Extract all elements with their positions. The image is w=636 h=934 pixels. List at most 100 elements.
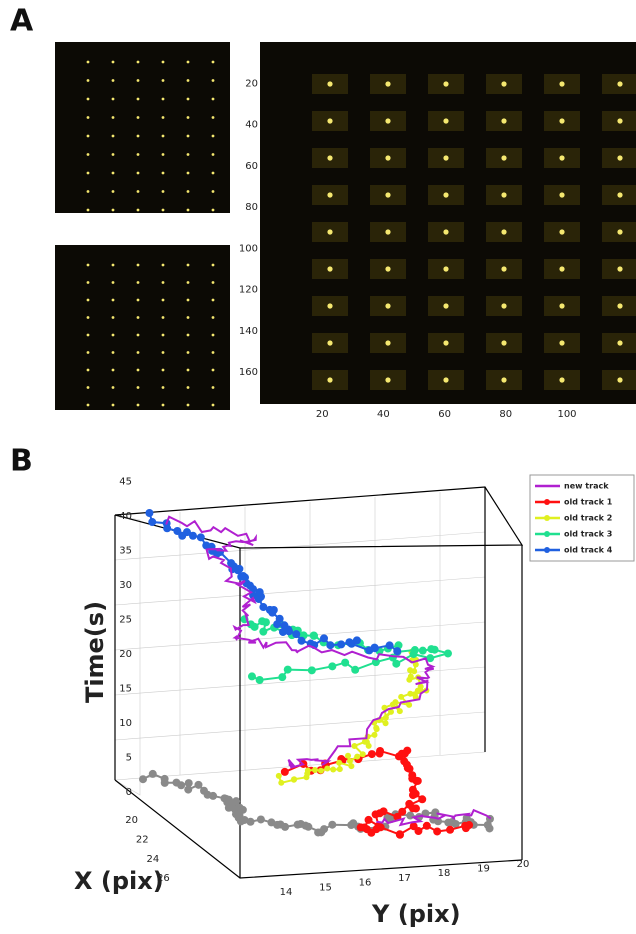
spot — [443, 81, 449, 87]
track-point — [314, 828, 323, 837]
spot — [186, 97, 190, 101]
track-point — [418, 795, 427, 804]
spot — [111, 190, 115, 193]
track-point — [426, 654, 435, 663]
y-tick-label: 14 — [280, 887, 293, 898]
spot — [501, 155, 507, 161]
track-point — [278, 779, 285, 786]
spot — [617, 192, 623, 198]
y-tick-label: 80 — [245, 202, 258, 213]
y-tick-label: 17 — [398, 873, 411, 884]
spot — [86, 263, 90, 267]
spot — [327, 229, 333, 235]
x-tick-label: 26 — [157, 873, 170, 884]
track-point — [283, 665, 292, 674]
track-point — [259, 627, 268, 636]
time-tick-label: 20 — [119, 649, 132, 660]
track-point — [392, 699, 399, 706]
spot — [86, 116, 90, 119]
legend-label: old track 3 — [564, 530, 612, 539]
spot — [186, 298, 190, 302]
track-point — [304, 767, 311, 774]
y-tick-label: 15 — [319, 882, 332, 893]
track-point — [411, 691, 418, 698]
spot — [161, 97, 165, 101]
y-tick-label: 20 — [245, 78, 258, 89]
track-point — [249, 585, 258, 594]
legend-label: old track 1 — [564, 498, 613, 507]
x-tick-label: 22 — [136, 834, 149, 845]
spot — [86, 281, 90, 284]
track-point — [403, 764, 412, 773]
spot — [211, 208, 215, 212]
track-point — [280, 767, 289, 776]
spot — [211, 79, 215, 82]
spot — [559, 303, 565, 309]
spot — [385, 192, 391, 198]
time-tick-label: 40 — [119, 511, 132, 522]
track-point — [351, 665, 360, 674]
spot — [161, 403, 165, 407]
track-point — [326, 641, 335, 650]
spot — [211, 403, 215, 407]
spot — [161, 116, 165, 119]
spot — [385, 81, 391, 87]
track-point — [196, 533, 205, 542]
spot — [136, 333, 140, 337]
track-point — [309, 631, 318, 640]
spot — [111, 116, 115, 119]
spot — [617, 118, 623, 124]
spots — [86, 60, 636, 407]
spot — [86, 298, 90, 302]
y-tick-label: 140 — [239, 326, 258, 337]
spot — [111, 208, 115, 212]
track-point — [173, 526, 182, 535]
track-point — [224, 803, 233, 812]
track-point — [443, 649, 452, 658]
time-tick-label: 35 — [119, 546, 132, 557]
track-point — [346, 757, 353, 764]
spot — [186, 171, 190, 175]
x-tick-label: 40 — [377, 409, 390, 420]
spot — [136, 351, 140, 354]
y-tick-label: 19 — [477, 864, 490, 875]
track-point — [203, 790, 212, 799]
track-point — [393, 647, 402, 656]
track-point — [398, 807, 407, 816]
track-point — [465, 821, 474, 830]
track-point — [433, 827, 442, 836]
panel-label: B — [10, 444, 33, 479]
track-point — [485, 824, 494, 833]
spot — [111, 79, 115, 82]
track-point — [363, 739, 370, 746]
track-point — [148, 518, 157, 527]
spot — [617, 340, 623, 346]
track-point — [371, 731, 378, 738]
legend-marker — [544, 515, 550, 521]
y-tick-label: 40 — [245, 120, 258, 131]
tracks — [139, 508, 494, 839]
spot — [161, 79, 165, 82]
x-tick-label: 20 — [125, 815, 138, 826]
track-point — [139, 775, 148, 784]
spot — [385, 340, 391, 346]
spot — [111, 60, 115, 64]
track-point — [413, 776, 422, 785]
track-point — [194, 780, 203, 789]
track-point — [351, 742, 358, 749]
track-point — [324, 765, 331, 772]
spot — [559, 229, 565, 235]
spot — [385, 303, 391, 309]
spot — [111, 368, 115, 372]
spot — [211, 333, 215, 337]
spot — [501, 118, 507, 124]
y-tick-label: 16 — [359, 878, 372, 889]
spot — [86, 333, 90, 337]
spot — [501, 303, 507, 309]
track-point — [278, 673, 287, 682]
spot — [86, 316, 90, 319]
spot — [211, 263, 215, 267]
track-point — [414, 827, 423, 836]
spot — [136, 208, 140, 212]
spot — [186, 208, 190, 212]
